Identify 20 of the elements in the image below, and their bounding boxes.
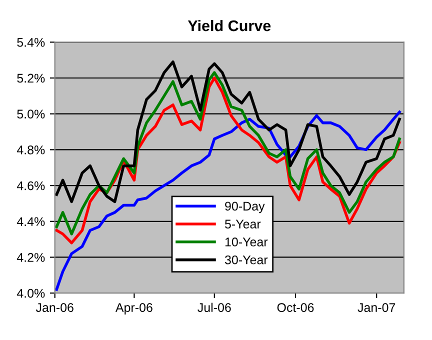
y-tick-label: 5.2% bbox=[17, 74, 45, 83]
legend-label: 90-Day bbox=[225, 202, 265, 214]
legend-label: 10-Year bbox=[225, 238, 268, 246]
x-tick-label: Oct-06 bbox=[277, 303, 314, 312]
y-tick-label: 4.6% bbox=[16, 181, 45, 190]
y-tick-label: 4.2% bbox=[16, 253, 45, 262]
y-tick-label: 4.8% bbox=[16, 146, 45, 154]
y-tick-label: 4.0% bbox=[16, 288, 45, 298]
x-tick-label: Jan-07 bbox=[358, 303, 396, 312]
x-tick-label: Jul-06 bbox=[198, 302, 231, 312]
legend-label: 5-Year bbox=[225, 220, 261, 228]
y-tick-label: 5.0% bbox=[17, 110, 45, 119]
line-series bbox=[55, 60, 401, 204]
y-tick-label: 4.4% bbox=[16, 217, 45, 226]
y-tick-label: 5.4% bbox=[17, 38, 45, 47]
chart-title: Yield Curve bbox=[188, 20, 271, 32]
line-series bbox=[55, 110, 401, 291]
x-tick-label: Apr-06 bbox=[115, 303, 152, 314]
x-tick-label: Jan-06 bbox=[36, 303, 74, 312]
legend-label: 30-Year bbox=[224, 255, 268, 264]
